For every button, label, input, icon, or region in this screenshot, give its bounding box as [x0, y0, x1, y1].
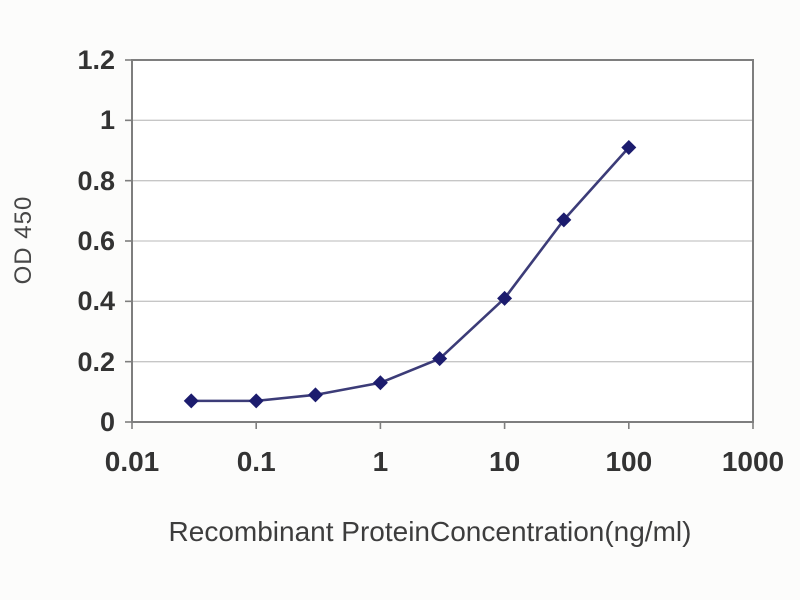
- y-tick-label: 0: [99, 407, 115, 437]
- series-marker-diamond: [307, 387, 323, 403]
- x-tick-label: 100: [605, 446, 653, 477]
- series-line: [191, 146, 630, 403]
- y-tick-label: 0.6: [77, 226, 115, 256]
- x-tick-label: 1: [372, 446, 389, 477]
- series-marker-diamond: [556, 212, 572, 228]
- x-tick-label: 0.01: [104, 446, 160, 477]
- y-tick-label: 0.4: [77, 286, 115, 317]
- x-tick-label: 1000: [721, 446, 785, 477]
- x-tick-label: 10: [489, 446, 521, 477]
- y-tick-label: 0.2: [77, 346, 115, 377]
- series-marker-diamond: [248, 393, 264, 409]
- y-tick-label: 0.8: [77, 165, 115, 196]
- x-tick-label: 0.1: [236, 446, 276, 477]
- series-marker-diamond: [183, 393, 199, 409]
- y-tick-label: 1.2: [77, 45, 115, 75]
- series-marker-diamond: [497, 290, 513, 306]
- series-marker-diamond: [621, 139, 637, 155]
- series-marker-diamond: [432, 351, 448, 367]
- x-axis-title: Recombinant ProteinConcentration(ng/ml): [168, 516, 692, 547]
- series-marker-diamond: [372, 375, 388, 391]
- y-tick-label: 1: [99, 105, 115, 136]
